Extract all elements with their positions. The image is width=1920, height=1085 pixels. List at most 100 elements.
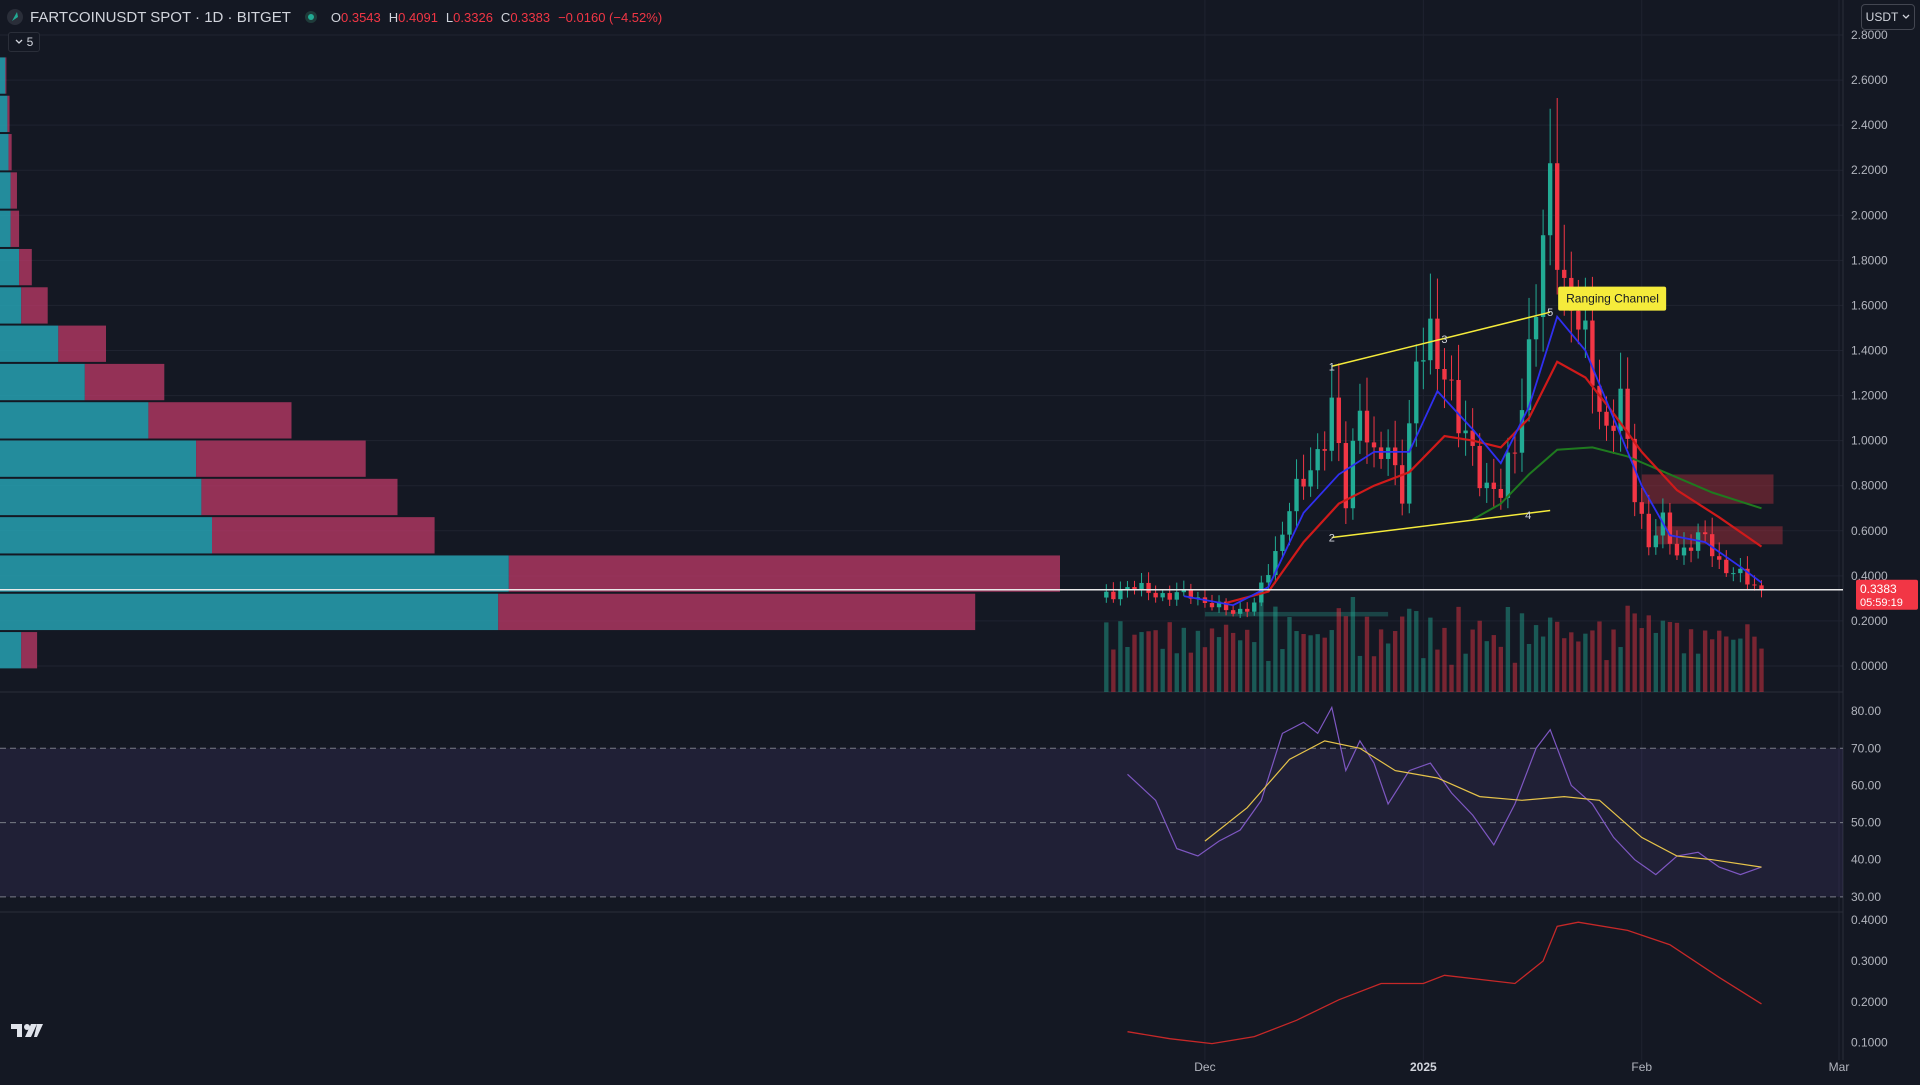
volume-bar [1357,655,1363,692]
volume-bar [1519,613,1525,692]
volume-bar [1604,660,1609,692]
candle-body [1336,397,1341,444]
time-tick-label: Dec [1194,1060,1215,1074]
volume-bar [1132,634,1137,692]
legend-header[interactable]: FARTCOINUSDT SPOT · 1D · BITGET O0.3543 … [6,6,662,28]
candle-body [1724,559,1729,574]
vp-down-bar [196,440,366,477]
volume-bar [1625,605,1630,692]
candle-body [1702,532,1708,535]
vp-down-bar [5,57,7,94]
candle-body [1519,410,1525,453]
time-axis[interactable]: Dec 2025 Feb Mar [1194,1060,1849,1074]
candle-body [1547,163,1553,236]
candle-body [1470,430,1475,446]
candle-body [1583,320,1588,330]
candle-body [1667,512,1673,544]
wave-label: 3 [1441,334,1447,346]
vp-up-bar [0,517,212,554]
price-tick-label: 1.8000 [1851,253,1888,267]
volume-bar [1540,636,1546,692]
volume-bar [1104,622,1109,692]
candle-body [1280,534,1285,552]
price-tick-label: 2.4000 [1851,118,1888,132]
vp-up-bar [0,363,85,401]
volume-bar [1555,621,1560,692]
last-price-text: 0.3383 [1860,582,1897,596]
volume-bar [1618,647,1623,692]
volume-bar [1195,630,1201,692]
indicators-collapse-button[interactable]: 5 [8,32,40,52]
time-tick-label: 2025 [1410,1060,1437,1074]
price-tick-label: 0.0000 [1851,659,1888,673]
volume-bar [1562,638,1567,692]
moving-averages [1183,314,1763,607]
volume-bar [1329,630,1334,692]
volume-bar [1209,628,1215,692]
candle-body [1555,163,1560,270]
candle-body [1160,593,1165,598]
candle-body [1209,602,1215,608]
price-tick-label: 2.0000 [1851,208,1888,222]
volume-bar [1421,658,1426,692]
price-tick-label: 2.6000 [1851,73,1888,87]
candle-body [1230,610,1236,614]
volume-bar [1688,629,1694,692]
vp-down-bar [58,325,106,362]
ema-trend-line [1472,446,1762,521]
candle-body [1604,411,1609,426]
support-zone [1204,611,1389,617]
candle-body [1146,582,1151,593]
rsi-tick-label: 30.00 [1851,890,1881,904]
candle-body [1329,397,1334,451]
time-tick-label: Feb [1631,1060,1652,1074]
candle-body [1681,547,1687,556]
vp-down-bar [7,95,10,133]
symbol-title[interactable]: FARTCOINUSDT SPOT · 1D · BITGET [30,8,291,26]
candle-body [1139,582,1144,591]
channel-lower-line [1331,509,1551,539]
candle-body [1223,601,1229,611]
candle-body [1104,591,1109,598]
volume-bar [1322,637,1327,692]
vp-down-bar [498,593,976,631]
chevron-down-icon [1902,14,1910,19]
candle-body [1688,547,1694,551]
candle-body [1407,423,1412,504]
coin-icon [7,9,23,25]
volume-bar [1350,597,1356,692]
volume-bar [1245,629,1250,692]
volume-bar [1266,660,1271,692]
candle-body [1491,482,1496,489]
grid-lines [0,0,1844,1060]
annotation-drawings[interactable]: 1 2 3 4 5 Ranging Channel [1329,286,1667,545]
low-label: L [445,9,454,25]
candle-body [1216,601,1222,608]
vp-up-bar [0,478,202,516]
volume-bar [1301,634,1306,692]
volume-bar [1273,606,1278,692]
volume-bar [1632,613,1637,692]
price-axes[interactable]: 2.8000 2.6000 2.4000 2.2000 2.0000 1.8000 1.60… [1851,28,1888,1050]
currency-selector[interactable]: USDT [1861,4,1915,30]
market-status-icon [304,11,317,23]
candle-body [1512,452,1518,454]
volume-bar [1252,642,1257,692]
tradingview-logo[interactable] [10,1022,44,1038]
candle-body [1153,592,1158,598]
volume-bar [1371,656,1377,692]
rsi-tick-label: 80.00 [1851,704,1881,718]
open-label: O [330,9,341,25]
candle-body [1266,575,1271,583]
volume-bar [1139,632,1144,692]
candle-body [1597,385,1602,412]
candle-body [1477,445,1482,489]
candle-body [1414,361,1419,424]
candle-body [1653,535,1659,548]
price-tick-label: 0.4000 [1851,569,1888,583]
candle-body [1576,310,1581,330]
candle-body [1540,235,1546,318]
candle-body [1738,568,1743,574]
